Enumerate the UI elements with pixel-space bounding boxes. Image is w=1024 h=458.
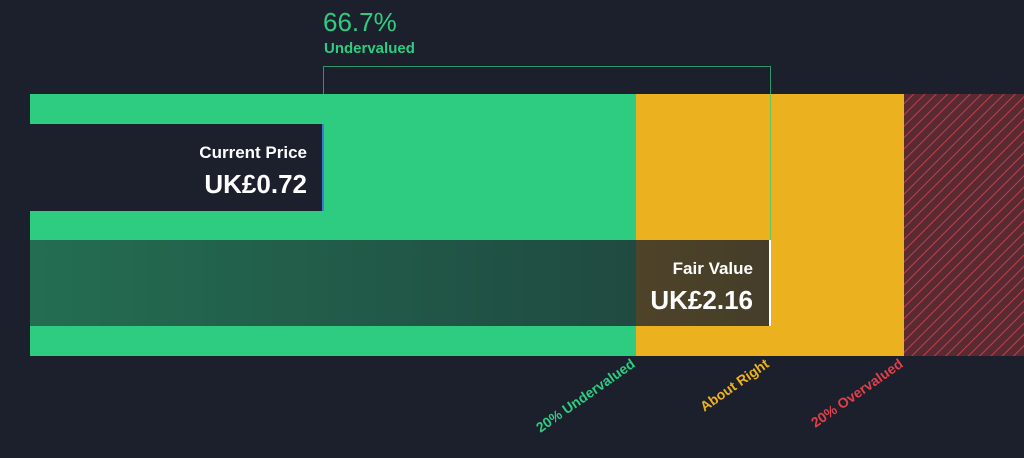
fair-value-bar bbox=[30, 240, 770, 326]
current-price-label: Current Price bbox=[199, 143, 307, 162]
current-price-bar bbox=[30, 124, 323, 211]
difference-percent: 66.7% bbox=[323, 7, 397, 37]
fair-value-value: UK£2.16 bbox=[650, 285, 753, 315]
difference-bracket bbox=[323, 66, 771, 240]
difference-verdict: Undervalued bbox=[324, 40, 415, 57]
fair-value-label: Fair Value bbox=[673, 259, 753, 278]
overvalued-zone bbox=[904, 94, 1024, 356]
current-price-value: UK£0.72 bbox=[204, 169, 307, 199]
